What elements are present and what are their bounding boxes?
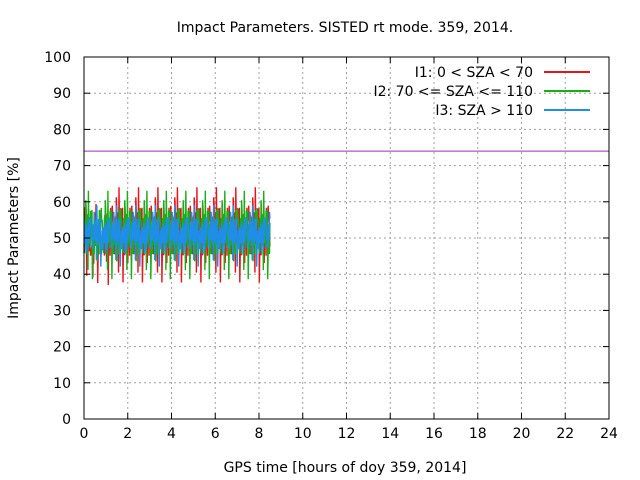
series-group [83, 187, 271, 286]
legend-label-1: I1: 0 < SZA < 70 [415, 65, 533, 81]
chart-title: Impact Parameters. SISTED rt mode. 359, … [177, 20, 513, 36]
x-tick-label: 16 [425, 426, 443, 442]
x-tick-label: 12 [338, 426, 356, 442]
x-tick-label: 6 [211, 426, 220, 442]
y-tick-label: 60 [53, 195, 71, 211]
y-axis-label: Impact Parameters [%] [6, 157, 22, 319]
x-tick-label: 22 [556, 426, 574, 442]
legend: I1: 0 < SZA < 70 I2: 70 <= SZA <= 110 I3: … [373, 65, 590, 119]
x-tick-label: 10 [294, 426, 312, 442]
x-tick-label: 0 [80, 426, 89, 442]
x-tick-label: 18 [469, 426, 487, 442]
series-line-3 [83, 205, 271, 267]
y-tick-label: 0 [62, 412, 71, 428]
x-axis-label: GPS time [hours of doy 359, 2014] [224, 460, 467, 476]
legend-label-3: I3: SZA > 110 [435, 103, 533, 119]
y-axis-ticks: 0 10 20 30 40 50 60 70 80 90 100 [44, 50, 609, 428]
x-tick-label: 2 [123, 426, 132, 442]
y-tick-label: 90 [53, 86, 71, 102]
x-tick-label: 8 [255, 426, 264, 442]
x-tick-label: 20 [513, 426, 531, 442]
y-tick-label: 80 [53, 122, 71, 138]
y-tick-label: 10 [53, 376, 71, 392]
x-tick-label: 4 [167, 426, 176, 442]
y-tick-label: 40 [53, 267, 71, 283]
y-tick-label: 20 [53, 340, 71, 356]
grid [84, 57, 609, 419]
y-tick-label: 70 [53, 159, 71, 175]
y-tick-label: 100 [44, 50, 71, 66]
x-tick-label: 24 [600, 426, 618, 442]
x-axis-ticks: 0 2 4 6 8 10 12 14 16 18 20 22 24 [80, 57, 618, 442]
legend-label-2: I2: 70 <= SZA <= 110 [373, 84, 533, 100]
y-tick-label: 50 [53, 231, 71, 247]
y-tick-label: 30 [53, 303, 71, 319]
x-tick-label: 14 [381, 426, 399, 442]
